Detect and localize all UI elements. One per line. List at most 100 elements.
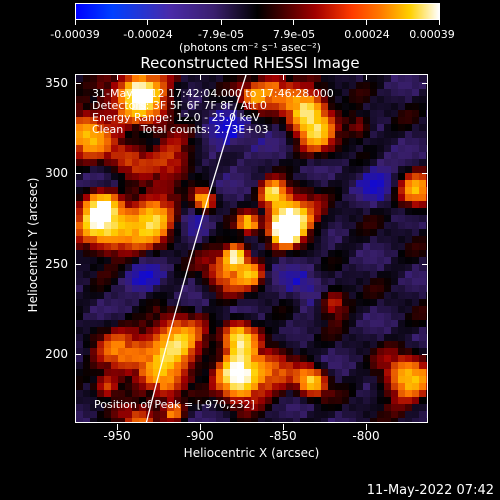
heatmap-cell [83,236,90,243]
heatmap-cell [146,362,153,369]
heatmap-cell [237,250,244,257]
heatmap-cell [377,271,384,278]
heatmap-cell [202,159,209,166]
heatmap-cell [321,96,328,103]
heatmap-cell [209,215,216,222]
heatmap-cell [363,411,370,418]
heatmap-cell [83,96,90,103]
heatmap-cell [426,166,427,173]
heatmap-cell [342,250,349,257]
heatmap-cell [237,390,244,397]
heatmap-cell [272,369,279,376]
heatmap-cell [335,159,342,166]
heatmap-cell [377,257,384,264]
heatmap-cell [160,152,167,159]
heatmap-cell [125,75,132,82]
heatmap-cell [258,334,265,341]
heatmap-cell [412,397,419,404]
heatmap-cell [76,418,83,422]
heatmap-cell [300,390,307,397]
heatmap-cell [370,292,377,299]
heatmap-cell [370,131,377,138]
heatmap-cell [307,376,314,383]
heatmap-cell [300,376,307,383]
heatmap-cell [328,271,335,278]
heatmap-cell [230,152,237,159]
heatmap-cell [349,397,356,404]
heatmap-cell [370,222,377,229]
heatmap-cell [300,250,307,257]
heatmap-cell [237,236,244,243]
heatmap-cell [356,152,363,159]
heatmap-cell [398,285,405,292]
heatmap-cell [181,173,188,180]
heatmap-cell [370,89,377,96]
heatmap-cell [272,313,279,320]
heatmap-cell [132,124,139,131]
heatmap-cell [251,348,258,355]
heatmap-cell [391,376,398,383]
heatmap-cell [97,376,104,383]
heatmap-cell [391,96,398,103]
heatmap-cell [279,103,286,110]
heatmap-cell [279,397,286,404]
heatmap-cell [279,257,286,264]
heatmap-cell [118,411,125,418]
heatmap-cell [307,180,314,187]
heatmap-cell [370,215,377,222]
heatmap-cell [419,159,426,166]
heatmap-cell [426,341,427,348]
heatmap-cell [195,334,202,341]
heatmap-cell [118,250,125,257]
heatmap-cell [286,89,293,96]
heatmap-cell [125,117,132,124]
heatmap-cell [90,103,97,110]
heatmap-cell [97,166,104,173]
heatmap-cell [391,383,398,390]
heatmap-cell [195,418,202,422]
heatmap-cell [314,369,321,376]
heatmap-cell [153,327,160,334]
heatmap-cell [265,397,272,404]
heatmap-cell [153,306,160,313]
heatmap-cell [181,82,188,89]
heatmap-cell [377,390,384,397]
heatmap-cell [90,278,97,285]
heatmap-cell [356,215,363,222]
heatmap-cell [412,306,419,313]
heatmap-cell [188,138,195,145]
heatmap-cell [419,236,426,243]
heatmap-cell [342,278,349,285]
heatmap-cell [104,271,111,278]
heatmap-cell [335,397,342,404]
heatmap-cell [111,404,118,411]
heatmap-cell [300,222,307,229]
heatmap-cell [160,159,167,166]
heatmap-cell [244,103,251,110]
heatmap-cell [132,411,139,418]
heatmap-cell [153,166,160,173]
heatmap-cell [258,348,265,355]
heatmap-cell [391,117,398,124]
heatmap-cell [286,75,293,82]
heatmap-cell [174,390,181,397]
heatmap-cell [223,82,230,89]
heatmap-cell [188,236,195,243]
heatmap-cell [174,229,181,236]
heatmap-cell [160,250,167,257]
heatmap-cell [167,278,174,285]
heatmap-cell [363,124,370,131]
heatmap-cell [153,418,160,422]
heatmap-cell [377,117,384,124]
heatmap-cell [335,117,342,124]
heatmap-cell [139,348,146,355]
heatmap-cell [174,306,181,313]
heatmap-cell [97,138,104,145]
heatmap-cell [419,229,426,236]
heatmap-cell [377,173,384,180]
heatmap-cell [349,292,356,299]
heatmap-cell [293,411,300,418]
heatmap-cell [356,110,363,117]
heatmap-cell [146,320,153,327]
heatmap-cell [258,173,265,180]
